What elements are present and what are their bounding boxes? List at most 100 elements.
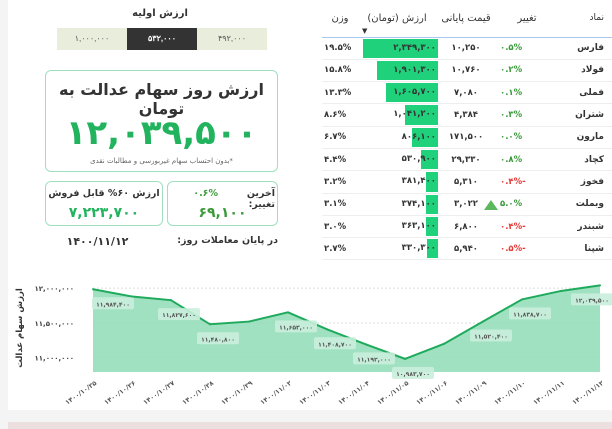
price-cell: ۴,۳۸۴ (438, 103, 494, 127)
value-cell: ۳۷۴,۱۰۰ (356, 193, 438, 216)
table-row[interactable]: فارس ۰.۵% ۱۰,۲۵۰ ۲,۳۴۹,۳۰۰ ۱۹.۵% (322, 37, 612, 60)
symbol-cell[interactable]: کچاد (554, 148, 612, 172)
initial-value-option-532000[interactable]: ۵۳۲,۰۰۰ (127, 28, 197, 50)
table-row[interactable]: شتران ۰.۳% ۴,۳۸۴ ۱,۰۴۱,۲۰۰ ۸.۶% (322, 103, 612, 127)
value-cell: ۳۸۱,۴۰۰ (356, 170, 438, 194)
footer-band (8, 422, 612, 429)
value-text: ۱,۹۰۱,۳۰۰ (393, 64, 436, 75)
data-label-bg (571, 293, 612, 306)
sellable-value: ۷,۲۲۳,۷۰۰ (68, 205, 140, 221)
change-value: ۰.۰% (500, 132, 523, 143)
data-point (404, 357, 406, 360)
value-history-chart: ۱۲,۰۰۰,۰۰۰ ۱۱,۵۰۰,۰۰۰ ۱۱,۰۰۰,۰۰۰ ارزش سهام … (15, 284, 612, 407)
value-text: ۱,۶۰۵,۷۰۰ (393, 87, 436, 98)
data-label: ۱۱,۶۵۳,۰۰۰ (279, 324, 313, 331)
weight-cell: ۳.۱% (322, 193, 356, 216)
initial-value-title: ارزش اولیه (132, 8, 188, 19)
price-cell: ۵,۳۱۰ (438, 170, 494, 194)
price-cell: ۱۰,۷۶۰ (438, 59, 494, 83)
weight-cell: ۱۹.۵% (322, 37, 356, 60)
value-bar (386, 83, 438, 103)
change-value: -۰.۵% (500, 243, 526, 254)
data-point (482, 320, 484, 323)
value-cell: ۸۰۶,۱۰۰ (356, 126, 438, 149)
weight-cell: ۶.۷% (322, 126, 356, 149)
x-tick-label: ۱۴۰۰/۱۱/۰۶ (415, 379, 450, 406)
weight-cell: ۲.۷% (322, 237, 356, 261)
data-label: ۱۱,۴۰۸,۷۰۰ (318, 341, 352, 348)
symbol-cell[interactable]: فولاد (554, 59, 612, 83)
table-row[interactable]: فملی ۰.۱% ۷,۰۸۰ ۱,۶۰۵,۷۰۰ ۱۳.۳% (322, 81, 612, 105)
value-text: ۳۳۰,۳۰۰ (401, 243, 436, 254)
header-value-label: ارزش (تومان) (367, 12, 427, 24)
data-label-bg (470, 329, 512, 342)
symbol-cell[interactable]: مارون (554, 126, 612, 149)
header-price[interactable]: قیمت پایانی (438, 0, 494, 38)
weight-cell: ۸.۶% (322, 103, 356, 127)
table-row[interactable]: مارون ۰.۰% ۱۷۱,۵۰۰ ۸۰۶,۱۰۰ ۶.۷% (322, 126, 612, 149)
symbol-cell[interactable]: فملی (554, 81, 612, 105)
table-row[interactable]: کچاد ۰.۸% ۲۹,۳۳۰ ۵۳۰,۹۰۰ ۴.۴% (322, 148, 612, 172)
symbol-cell[interactable]: شپنا (554, 237, 612, 261)
price-cell: ۶,۸۰۰ (438, 215, 494, 239)
data-label: ۱۱,۹۸۴,۴۰۰ (96, 301, 130, 308)
data-point (92, 288, 94, 291)
change-value: ۰.۸% (500, 154, 523, 165)
data-point (170, 299, 172, 302)
x-tick-label: ۱۴۰۰/۱۱/۱۲ (571, 379, 606, 406)
y-tick-label: ۱۲,۰۰۰,۰۰۰ (35, 285, 75, 293)
symbol-cell[interactable]: وبملت (554, 193, 612, 216)
table-row[interactable]: وبملت ۵.۰% ۳,۰۲۲ ۳۷۴,۱۰۰ ۳.۱% (322, 193, 612, 216)
y-axis-label: ارزش سهام عدالت (15, 288, 25, 368)
header-change[interactable]: تغییر (494, 0, 554, 38)
data-point (365, 343, 367, 346)
data-label: ۱۲,۰۳۹,۵۰۰ (575, 297, 609, 304)
value-bar (427, 239, 438, 259)
data-label: ۱۱,۸۲۷,۶۰۰ (162, 312, 196, 319)
data-label-bg (314, 337, 356, 350)
data-label: ۱۱,۴۸۰,۸۰۰ (201, 336, 235, 343)
header-value[interactable]: ارزش (تومان) ▼ (356, 0, 438, 38)
value-bar (412, 127, 438, 147)
data-label-bg (392, 366, 434, 379)
data-label-bg (197, 332, 239, 345)
change-cell: -۰.۴% (494, 215, 554, 239)
change-cell: ۰.۰% (494, 126, 554, 149)
last-change-percent: ۰.۶% (193, 188, 218, 199)
price-cell: ۵,۹۴۰ (438, 237, 494, 261)
x-tick-label: ۱۴۰۰/۱۱/۱۱ (532, 379, 566, 406)
x-tick-label: ۱۴۰۰/۱۱/۰۳ (298, 379, 333, 406)
data-point (209, 323, 211, 326)
change-cell: ۰.۲% (494, 59, 554, 83)
change-cell: ۰.۸% (494, 148, 554, 172)
up-arrow-icon (484, 199, 498, 210)
value-cell: ۳۳۰,۳۰۰ (356, 237, 438, 261)
price-cell: ۱۷۱,۵۰۰ (438, 126, 494, 149)
weight-cell: ۳.۲% (322, 170, 356, 194)
header-weight[interactable]: وزن (322, 0, 356, 38)
table-row[interactable]: شپنا -۰.۵% ۵,۹۴۰ ۳۳۰,۳۰۰ ۲.۷% (322, 237, 612, 261)
value-cell: ۳۶۳,۱۰۰ (356, 215, 438, 239)
initial-value-option-492000[interactable]: ۴۹۲,۰۰۰ (197, 28, 267, 50)
value-cell: ۵۳۰,۹۰۰ (356, 148, 438, 172)
symbol-cell[interactable]: شتران (554, 103, 612, 127)
last-change-card (167, 181, 278, 226)
price-cell: ۷,۰۸۰ (438, 81, 494, 105)
value-text: ۵۳۰,۹۰۰ (401, 153, 436, 164)
change-cell: ۰.۵% (494, 37, 554, 60)
value-cell: ۲,۳۴۹,۳۰۰ (356, 37, 438, 60)
value-text: ۸۰۶,۱۰۰ (401, 131, 436, 142)
symbol-cell[interactable]: فخوز (554, 170, 612, 194)
initial-value-option-1000000[interactable]: ۱,۰۰۰,۰۰۰ (57, 28, 127, 50)
table-row[interactable]: فخوز -۰.۴% ۵,۳۱۰ ۳۸۱,۴۰۰ ۳.۲% (322, 170, 612, 194)
symbol-cell[interactable]: شبندر (554, 215, 612, 239)
change-cell: ۵.۰% (484, 193, 554, 216)
symbol-cell[interactable]: فارس (554, 37, 612, 60)
x-tick-label: ۱۴۰۰/۱۰/۲۶ (103, 379, 138, 406)
data-label: ۱۱,۵۲۰,۴۰۰ (474, 334, 508, 341)
table-row[interactable]: شبندر -۰.۴% ۶,۸۰۰ ۳۶۳,۱۰۰ ۳.۰% (322, 215, 612, 239)
x-tick-label: ۱۴۰۰/۱۰/۲۵ (64, 379, 99, 406)
table-row[interactable]: فولاد ۰.۲% ۱۰,۷۶۰ ۱,۹۰۱,۳۰۰ ۱۵.۸% (322, 59, 612, 83)
value-text: ۳۸۱,۴۰۰ (401, 176, 436, 187)
header-symbol[interactable]: نماد (554, 0, 612, 38)
